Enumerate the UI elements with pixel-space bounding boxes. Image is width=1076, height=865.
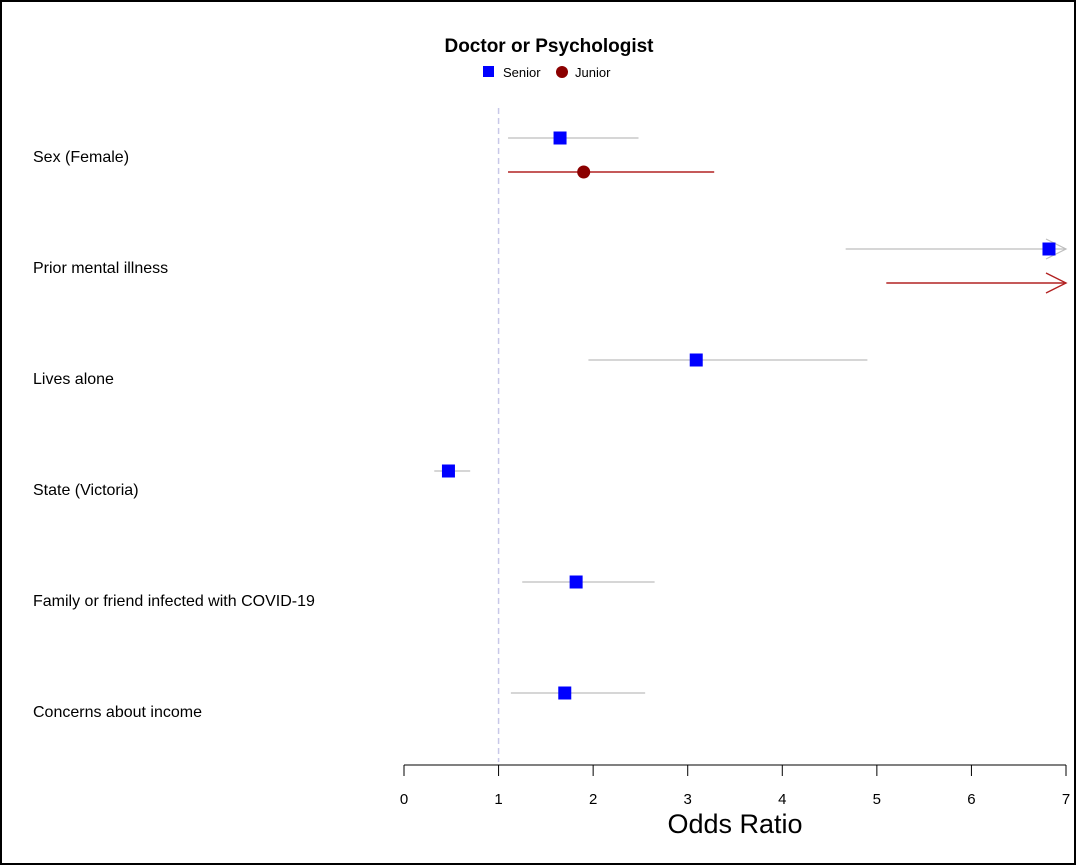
- x-tick-label: 0: [400, 791, 408, 808]
- point-marker-senior: [689, 353, 703, 367]
- x-tick-label: 6: [967, 791, 975, 808]
- rows: Sex (Female) Prior mental illness Lives al…: [33, 131, 1068, 721]
- legend: Senior Junior: [483, 65, 611, 80]
- ci-arrow-senior: [1045, 238, 1068, 260]
- row-label: Lives alone: [33, 371, 114, 388]
- row-group: Family or friend infected with COVID-19: [33, 575, 655, 610]
- row-group: Sex (Female): [33, 131, 715, 179]
- legend-marker-junior: [556, 66, 568, 78]
- x-axis-title: Odds Ratio: [667, 809, 802, 839]
- point-marker-senior: [553, 131, 567, 145]
- x-tick-label: 3: [684, 791, 692, 808]
- row-label: Concerns about income: [33, 704, 202, 721]
- point-marker-senior: [558, 686, 572, 700]
- row-label: Family or friend infected with COVID-19: [33, 593, 315, 610]
- row-group: Prior mental illness: [33, 238, 1068, 294]
- point-marker-senior: [569, 575, 583, 589]
- row-label: Sex (Female): [33, 149, 129, 166]
- legend-marker-senior: [483, 66, 494, 77]
- row-group: Lives alone: [33, 353, 868, 388]
- chart-title: Doctor or Psychologist: [444, 36, 654, 57]
- x-axis-ticks: 0 1 2 3 4 5 6 7: [400, 765, 1070, 808]
- ci-arrow-junior: [1045, 272, 1068, 294]
- x-axis: 0 1 2 3 4 5 6 7 Odds Ratio: [400, 764, 1070, 839]
- row-label: Prior mental illness: [33, 260, 168, 277]
- legend-label-senior: Senior: [503, 65, 541, 80]
- row-group: Concerns about income: [33, 686, 646, 721]
- legend-label-junior: Junior: [575, 65, 611, 80]
- point-marker-junior: [577, 165, 591, 179]
- x-tick-label: 5: [873, 791, 881, 808]
- x-tick-label: 2: [589, 791, 597, 808]
- point-marker-senior: [1042, 242, 1056, 256]
- point-marker-senior: [441, 464, 455, 478]
- x-tick-label: 7: [1062, 791, 1070, 808]
- row-group: State (Victoria): [33, 464, 471, 499]
- x-tick-label: 1: [494, 791, 502, 808]
- row-label: State (Victoria): [33, 482, 139, 499]
- x-tick-label: 4: [778, 791, 786, 808]
